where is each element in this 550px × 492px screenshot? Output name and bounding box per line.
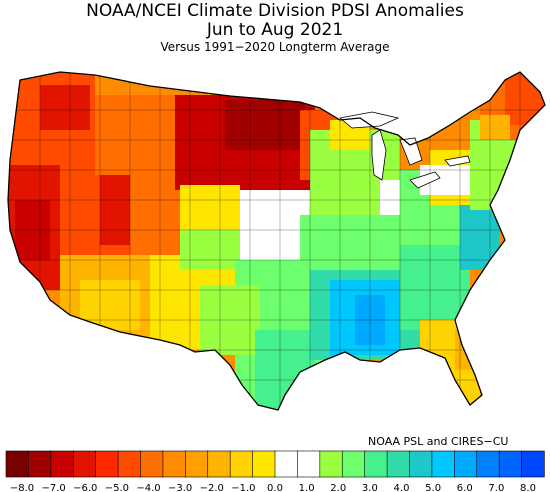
legend-tick-label: 3.0 [362, 483, 378, 492]
map-period: Jun to Aug 2021 [206, 20, 344, 40]
legend-swatch [95, 450, 119, 478]
legend-tick-label: −3.0 [168, 483, 192, 492]
map-title: NOAA/NCEI Climate Division PDSI Anomalie… [86, 1, 464, 21]
north-dakota-region [225, 100, 305, 150]
lake-ontario [444, 155, 471, 167]
legend-swatch [5, 450, 30, 478]
legend-tick-label: 4.0 [394, 483, 410, 492]
legend-tick-label: 7.0 [488, 483, 504, 492]
legend-swatch [162, 450, 187, 478]
legend-swatch [409, 450, 433, 478]
division-boundaries [8, 72, 545, 410]
legend-tick-label: −7.0 [41, 483, 65, 492]
utah-region [100, 175, 130, 245]
legend-tick-label: 8.0 [520, 483, 536, 492]
legend-swatch [386, 450, 411, 478]
legend-swatch [140, 450, 164, 478]
legend-swatch [498, 450, 523, 478]
legend-tick-label: −6.0 [73, 483, 97, 492]
legend-ticks: −8.0 −7.0 −6.0 −5.0 −4.0 −3.0 −2.0 −1.0 0.0 1.0 2.… [10, 483, 536, 492]
legend-swatch [476, 450, 500, 478]
great-lakes [339, 111, 471, 189]
legend-tick-label: 6.0 [457, 483, 473, 492]
legend-swatch [50, 450, 74, 478]
legend-swatch [431, 450, 456, 478]
vermont-region [480, 115, 510, 140]
legend-swatch [521, 450, 545, 478]
legend-swatch [297, 450, 321, 478]
us-outline [7, 71, 546, 411]
legend-tick-label: 2.0 [330, 483, 346, 492]
kansas-neutral-region [240, 190, 310, 260]
lake-erie [409, 171, 441, 189]
legend-swatches [5, 450, 545, 478]
legend-swatch [454, 450, 478, 478]
credit-text: NOAA PSL and CIRES−CU [368, 435, 509, 448]
legend-swatch [364, 450, 388, 478]
legend-swatch [341, 450, 366, 478]
legend-swatch [319, 450, 343, 478]
northern-rockies-region [95, 95, 185, 175]
lake-superior [339, 111, 400, 129]
legend-tick-label: −5.0 [105, 483, 129, 492]
legend-swatch [229, 450, 254, 478]
legend-tick-label: −4.0 [136, 483, 160, 492]
legend-tick-label: −1.0 [231, 483, 255, 492]
legend-swatch [274, 450, 299, 478]
ozarks-region [300, 215, 410, 275]
cascades-region [40, 85, 90, 130]
pdsi-map [7, 71, 546, 411]
map-baseline: Versus 1991−2020 Longterm Average [160, 40, 390, 54]
legend-swatch [207, 450, 231, 478]
legend-swatch [117, 450, 142, 478]
legend-swatch [185, 450, 209, 478]
legend-tick-label: 5.0 [425, 483, 441, 492]
lake-huron [399, 137, 423, 166]
legend-tick-label: −2.0 [200, 483, 224, 492]
legend-swatch [252, 450, 276, 478]
legend-tick-label: −8.0 [10, 483, 34, 492]
legend-tick-label: 0.0 [267, 483, 283, 492]
legend-swatch [72, 450, 97, 478]
legend-swatch [28, 450, 52, 478]
legend-tick-label: 1.0 [299, 483, 315, 492]
